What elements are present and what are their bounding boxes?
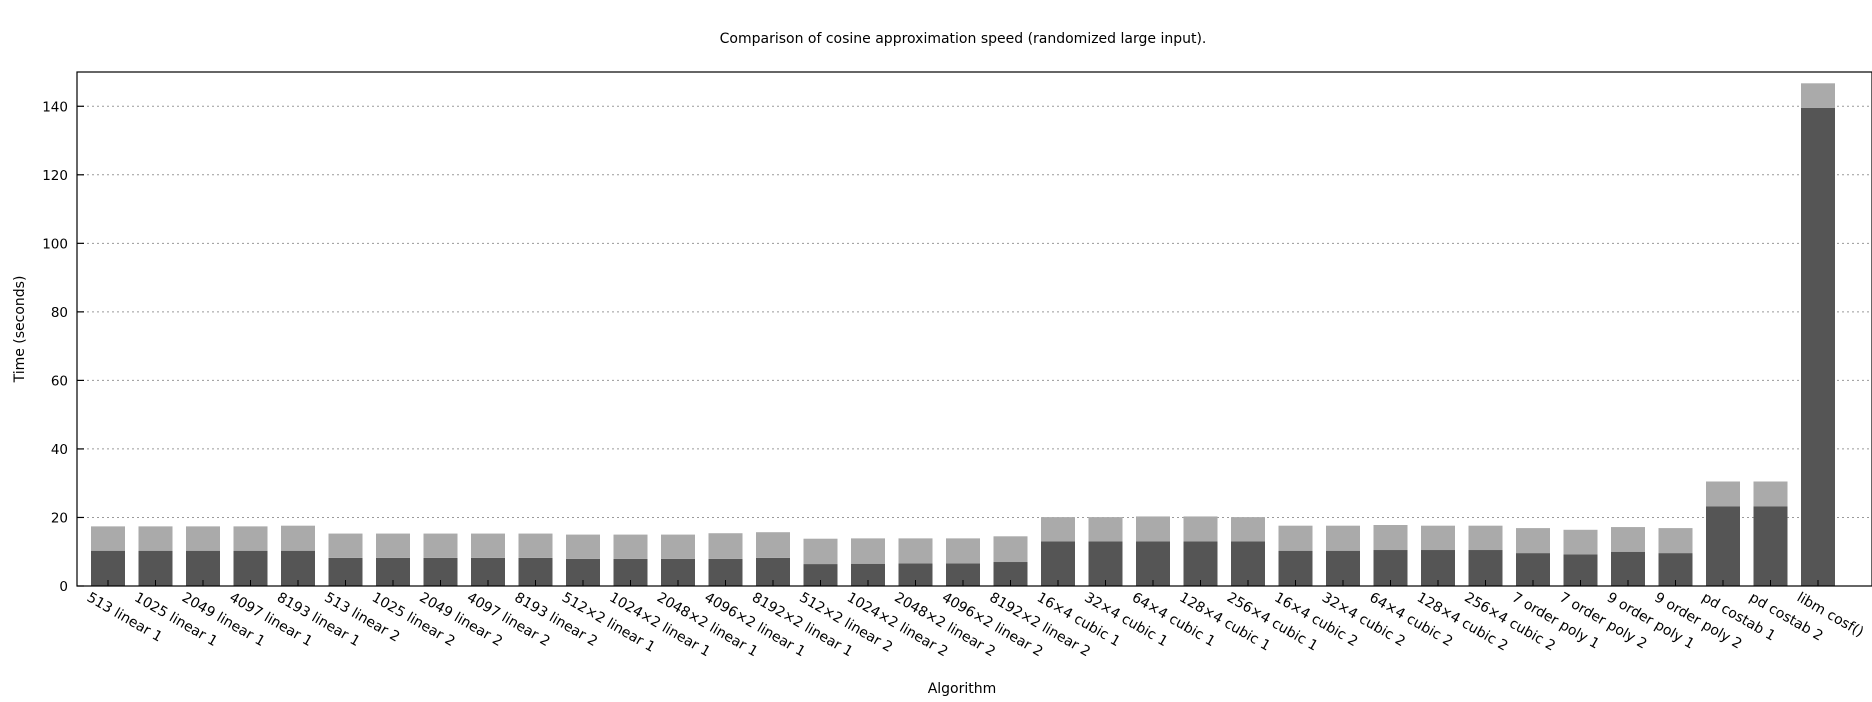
bar-upper-21 bbox=[1088, 517, 1123, 542]
bar-lower-23 bbox=[1183, 541, 1218, 586]
plot-frame bbox=[76, 71, 1872, 587]
bar-upper-33 bbox=[1658, 528, 1693, 554]
bar-upper-35 bbox=[1753, 481, 1788, 507]
bar-upper-2 bbox=[186, 526, 220, 551]
bar-upper-7 bbox=[423, 533, 458, 558]
bars-layer bbox=[91, 83, 1835, 586]
y-tick-label: 0 bbox=[59, 579, 68, 595]
bar-upper-10 bbox=[566, 534, 600, 559]
bar-upper-5 bbox=[328, 533, 363, 558]
y-axis-label: Time (seconds) bbox=[12, 276, 28, 384]
bar-upper-11 bbox=[613, 534, 648, 559]
y-tick-label: 20 bbox=[51, 510, 68, 526]
x-axis-label: Algorithm bbox=[928, 681, 997, 697]
bar-upper-23 bbox=[1183, 516, 1218, 542]
bar-lower-24 bbox=[1231, 541, 1265, 586]
y-tick-label: 140 bbox=[42, 99, 68, 115]
y-tick-label: 120 bbox=[42, 168, 68, 184]
bar-upper-31 bbox=[1563, 529, 1598, 555]
bar-upper-24 bbox=[1231, 517, 1265, 542]
bar-lower-15 bbox=[803, 564, 838, 586]
bar-upper-14 bbox=[756, 532, 790, 558]
bar-upper-18 bbox=[946, 538, 980, 564]
bar-upper-34 bbox=[1706, 481, 1740, 507]
bar-lower-34 bbox=[1706, 506, 1740, 586]
bar-upper-3 bbox=[233, 526, 268, 551]
y-tick-label: 100 bbox=[42, 236, 68, 252]
bar-lower-21 bbox=[1088, 541, 1123, 586]
bar-upper-4 bbox=[281, 525, 315, 551]
y-tick-label: 40 bbox=[51, 442, 68, 458]
bar-upper-20 bbox=[1041, 517, 1075, 542]
bar-upper-32 bbox=[1611, 527, 1645, 552]
grid-layer bbox=[77, 105, 1872, 518]
bar-lower-20 bbox=[1041, 541, 1075, 586]
bar-lower-19 bbox=[993, 562, 1028, 586]
bar-upper-29 bbox=[1468, 525, 1503, 551]
y-tick-label: 80 bbox=[51, 305, 68, 321]
bar-upper-9 bbox=[518, 533, 553, 558]
bar-upper-17 bbox=[898, 538, 933, 564]
bar-upper-1 bbox=[138, 526, 173, 551]
bar-lower-36 bbox=[1801, 107, 1835, 586]
bar-upper-25 bbox=[1278, 525, 1313, 551]
bar-upper-15 bbox=[803, 538, 838, 565]
chart-title: Comparison of cosine approximation speed… bbox=[720, 31, 1207, 47]
bar-upper-12 bbox=[661, 534, 695, 559]
bar-upper-16 bbox=[851, 538, 885, 564]
bar-lower-18 bbox=[946, 563, 980, 586]
bar-lower-16 bbox=[851, 563, 885, 586]
bar-upper-30 bbox=[1516, 528, 1550, 554]
y-tick-layer: 0 20 40 60 80 100 120 140 bbox=[42, 99, 84, 595]
bar-upper-36 bbox=[1801, 83, 1835, 108]
bar-lower-17 bbox=[898, 563, 933, 586]
y-tick-label: 60 bbox=[51, 373, 68, 389]
bar-lower-35 bbox=[1753, 506, 1788, 586]
bar-lower-22 bbox=[1136, 541, 1170, 586]
bar-upper-26 bbox=[1326, 525, 1360, 551]
bar-upper-28 bbox=[1421, 525, 1455, 551]
bar-upper-27 bbox=[1373, 525, 1408, 551]
bar-upper-22 bbox=[1136, 516, 1170, 542]
bar-upper-0 bbox=[91, 526, 125, 551]
bar-upper-13 bbox=[708, 533, 743, 559]
bar-upper-6 bbox=[376, 533, 410, 558]
bar-upper-8 bbox=[471, 533, 505, 558]
bar-upper-19 bbox=[993, 536, 1028, 563]
